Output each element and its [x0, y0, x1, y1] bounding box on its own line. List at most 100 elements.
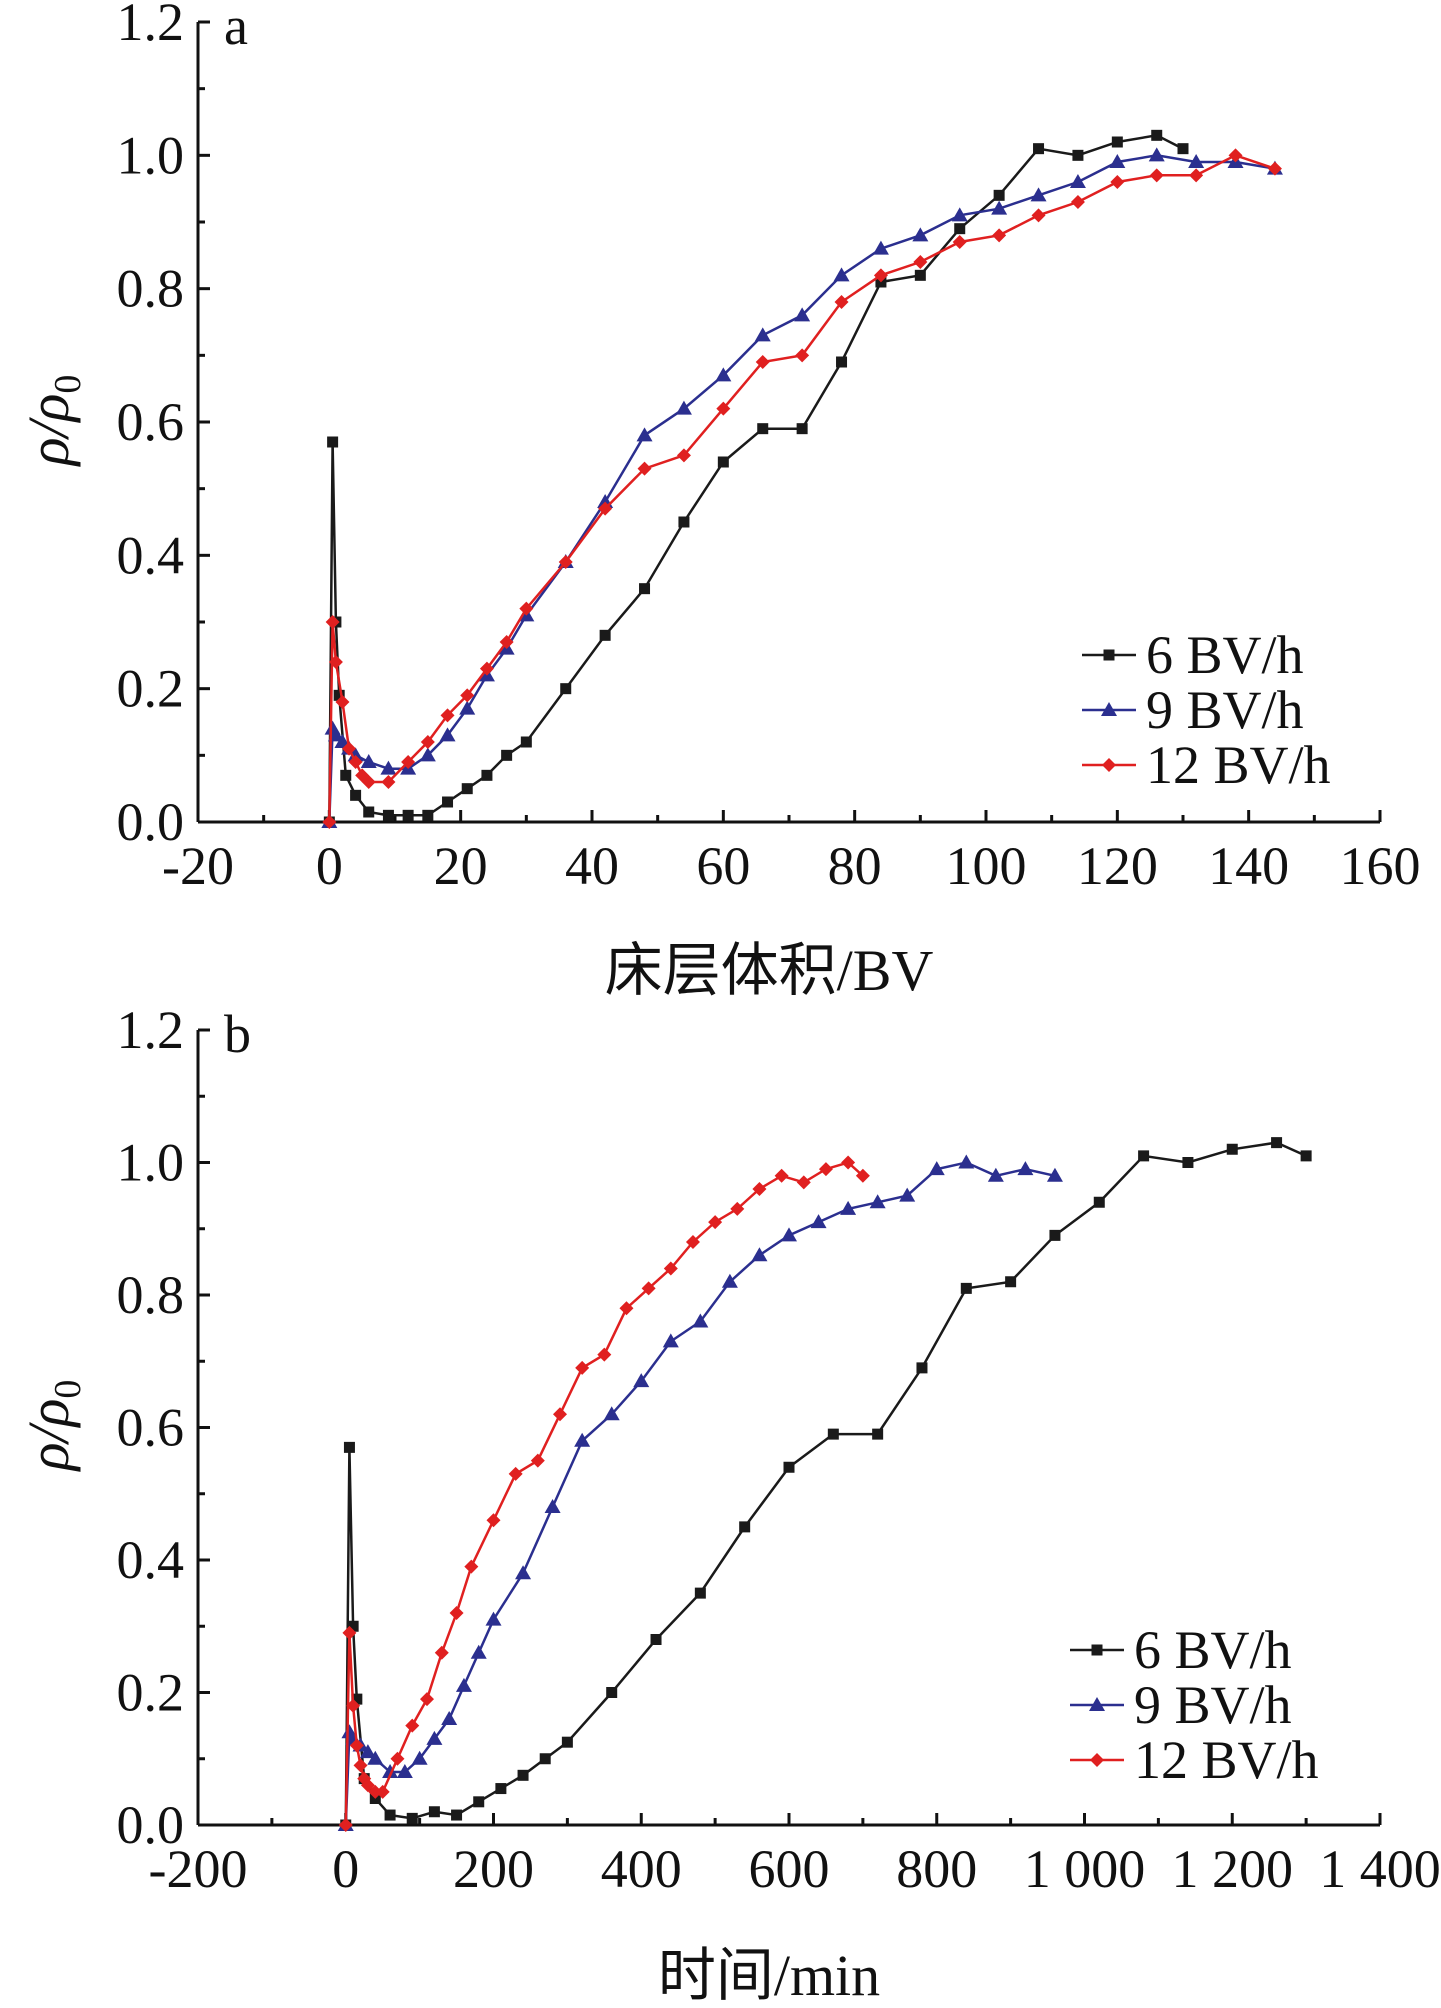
- data-point: [694, 1587, 706, 1599]
- x-tick-label: 120: [1077, 836, 1158, 896]
- data-point: [325, 615, 340, 629]
- legend-entry-2: 12 BV/h: [1082, 735, 1331, 795]
- series-line: [328, 153, 1276, 823]
- y-axis-label: ρ/ρ0: [16, 375, 89, 468]
- data-point: [1271, 1137, 1283, 1149]
- data-point: [328, 655, 343, 669]
- data-point: [428, 1806, 440, 1818]
- data-point: [1188, 154, 1205, 168]
- data-point: [517, 1769, 529, 1781]
- data-point: [637, 461, 652, 476]
- data-point: [794, 307, 811, 322]
- data-point: [360, 1778, 375, 1793]
- data-point: [1110, 175, 1125, 189]
- data-point: [342, 1625, 357, 1640]
- data-point: [501, 749, 513, 761]
- data-point: [411, 1750, 428, 1765]
- x-tick-label: 140: [1208, 836, 1289, 896]
- data-point: [1093, 1196, 1105, 1208]
- data-point: [730, 1201, 745, 1216]
- data-point: [515, 1565, 532, 1580]
- y-tick-label: 0.6: [117, 1398, 185, 1458]
- data-point: [560, 683, 572, 695]
- data-point: [755, 355, 770, 369]
- x-axis-label: 时间/min: [658, 1943, 880, 2008]
- x-tick-label: -20: [162, 836, 234, 896]
- y-tick-label: 0.4: [117, 1530, 185, 1590]
- data-point: [987, 1167, 1004, 1182]
- data-point: [519, 601, 534, 616]
- data-point: [678, 516, 690, 528]
- x-tick-label: 60: [696, 836, 750, 896]
- data-point: [440, 708, 455, 723]
- data-point: [872, 1428, 884, 1440]
- data-point: [375, 1784, 390, 1799]
- x-tick-label: 0: [332, 1839, 359, 1899]
- data-point: [486, 1513, 501, 1528]
- x-tick-label: 1 400: [1319, 1839, 1441, 1899]
- data-point: [636, 427, 653, 442]
- data-point: [692, 1313, 709, 1328]
- data-point: [958, 1154, 975, 1169]
- data-point: [1049, 1229, 1061, 1241]
- data-point: [349, 1738, 364, 1753]
- data-point: [717, 456, 729, 468]
- data-point: [952, 235, 967, 249]
- panel-letter: b: [224, 1004, 251, 1064]
- data-point: [834, 295, 849, 309]
- data-point: [662, 1333, 679, 1348]
- data-point: [1072, 149, 1084, 161]
- data-point: [914, 269, 926, 281]
- legend-marker: [1103, 649, 1115, 661]
- data-point: [954, 223, 966, 235]
- data-point: [1109, 154, 1126, 168]
- legend-marker: [1089, 1697, 1105, 1711]
- x-axis-label: 床层体积/BV: [605, 938, 934, 1003]
- data-point: [544, 1499, 561, 1513]
- data-point: [367, 1750, 384, 1765]
- data-point: [855, 1168, 870, 1183]
- legend-label: 6 BV/h: [1146, 625, 1304, 685]
- data-point: [606, 1687, 618, 1698]
- series-1: [337, 1154, 1063, 1831]
- y-tick-label: 1.2: [117, 1000, 185, 1060]
- data-point: [485, 1611, 502, 1626]
- data-point: [599, 629, 611, 641]
- series-2: [322, 148, 1282, 829]
- legend-marker: [1102, 758, 1116, 772]
- data-point: [1033, 143, 1045, 155]
- data-point: [359, 1744, 376, 1759]
- data-point: [495, 1783, 507, 1795]
- data-point: [420, 735, 435, 749]
- panel-b: 0.0 0.2 0.4 0.6 0.8 1.0 1.2 -200 0 200 400 600 800 1 …: [16, 1000, 1441, 2008]
- data-point: [461, 783, 473, 795]
- data-point: [508, 1466, 523, 1481]
- series-1: [321, 147, 1283, 828]
- legend-label: 6 BV/h: [1134, 1620, 1292, 1680]
- x-tick-label: 80: [828, 836, 882, 896]
- data-point: [796, 1175, 811, 1190]
- data-point: [396, 1764, 413, 1778]
- data-point: [716, 401, 731, 416]
- data-point: [558, 555, 573, 569]
- y-tick-label: 0.0: [117, 1795, 185, 1855]
- y-axis-label-main: ρ/ρ: [16, 1399, 81, 1473]
- legend-label: 9 BV/h: [1146, 680, 1304, 740]
- y-tick-label: 0.8: [117, 259, 185, 319]
- data-point: [639, 583, 651, 595]
- data-point: [322, 815, 337, 829]
- data-point: [1046, 1167, 1063, 1182]
- y-tick-label: 0.6: [117, 392, 185, 452]
- data-point: [520, 736, 532, 748]
- data-point: [335, 695, 350, 709]
- data-point: [992, 228, 1007, 243]
- data-point: [353, 1758, 368, 1773]
- data-point: [913, 255, 928, 269]
- data-point: [406, 1812, 418, 1824]
- series-line: [328, 133, 1184, 823]
- data-point: [338, 1818, 353, 1832]
- x-tick-label: 0: [316, 836, 343, 896]
- data-point: [479, 661, 494, 676]
- data-point: [390, 1751, 405, 1766]
